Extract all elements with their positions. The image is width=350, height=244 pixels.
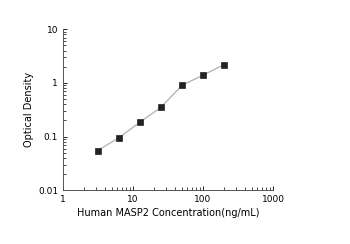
Y-axis label: Optical Density: Optical Density [24, 72, 34, 147]
X-axis label: Human MASP2 Concentration(ng/mL): Human MASP2 Concentration(ng/mL) [77, 208, 259, 218]
